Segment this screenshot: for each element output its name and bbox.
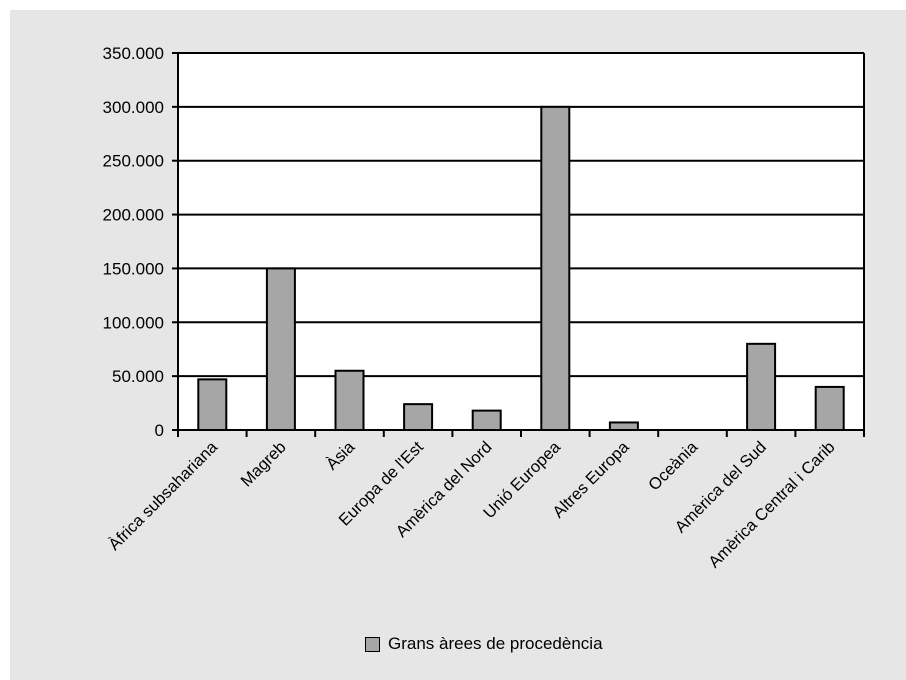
legend-label: Grans àrees de procedència bbox=[388, 634, 603, 653]
bar bbox=[197, 378, 228, 432]
bar bbox=[608, 421, 639, 431]
y-tick-label: 150.000 bbox=[103, 259, 164, 278]
y-tick-label: 0 bbox=[155, 421, 164, 440]
y-tick-label: 200.000 bbox=[103, 206, 164, 225]
bar bbox=[403, 403, 434, 431]
legend-swatch bbox=[365, 636, 380, 652]
bar bbox=[471, 409, 502, 431]
bar bbox=[540, 105, 571, 431]
x-category-label: Magreb bbox=[237, 438, 289, 490]
y-tick-label: 300.000 bbox=[103, 98, 164, 117]
bar bbox=[746, 342, 777, 432]
bar bbox=[265, 267, 296, 431]
x-category-label: Àfrica subsahariana bbox=[105, 437, 222, 554]
x-category-label: Oceània bbox=[645, 438, 702, 495]
y-tick-label: 350.000 bbox=[103, 44, 164, 63]
y-tick-label: 100.000 bbox=[103, 313, 164, 332]
y-tick-label: 50.000 bbox=[112, 367, 164, 386]
legend: Grans àrees de procedència bbox=[365, 633, 603, 655]
x-category-label: Amèrica Central i Carib bbox=[705, 438, 838, 571]
y-tick-label: 250.000 bbox=[103, 152, 164, 171]
bar bbox=[814, 385, 845, 431]
bar bbox=[334, 369, 365, 431]
x-category-label: Àsia bbox=[322, 437, 359, 474]
